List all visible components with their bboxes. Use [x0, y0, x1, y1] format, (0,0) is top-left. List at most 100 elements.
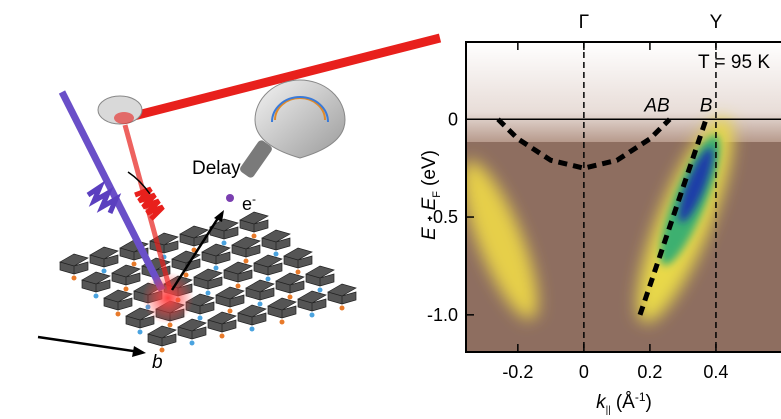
octahedron: [223, 261, 253, 283]
octahedron: [297, 290, 327, 312]
octahedron: [103, 289, 133, 311]
y-tick-label: -0.5: [427, 207, 458, 227]
pump-pulse: [134, 186, 165, 221]
atom: [93, 293, 99, 299]
x-label-sub: ||: [606, 405, 611, 416]
delay-label: Delay: [192, 158, 241, 179]
atom: [287, 294, 293, 300]
atom: [71, 275, 77, 281]
dashed-curve: [637, 118, 709, 316]
analyzer: [254, 79, 346, 159]
y-tick-label: 0: [448, 109, 458, 129]
octahedron: [283, 247, 313, 269]
electron-charge: -: [252, 192, 256, 206]
atom: [295, 269, 301, 275]
octahedron: [215, 286, 245, 308]
atom: [219, 333, 225, 339]
atom: [257, 301, 263, 307]
atom: [243, 258, 249, 264]
octahedron: [245, 279, 275, 301]
atom: [115, 311, 121, 317]
atom: [317, 287, 323, 293]
pump-beam: [116, 33, 442, 125]
atom: [279, 319, 285, 325]
x-label-unit: (Å: [616, 392, 635, 413]
mirror-spot: [114, 112, 134, 124]
analyzer-path: [274, 97, 326, 121]
atom: [205, 290, 211, 296]
x-tick-label: 0.2: [637, 362, 662, 382]
excitation-spot: [142, 272, 194, 324]
atom: [123, 286, 129, 292]
heatmap: [466, 42, 781, 352]
atom: [339, 305, 345, 311]
octahedron: [267, 297, 297, 319]
atom: [131, 261, 137, 267]
atom: [265, 276, 271, 282]
octahedron: [239, 211, 269, 233]
atom: [191, 247, 197, 253]
octahedron: [261, 229, 291, 251]
b-axis: [37, 335, 141, 354]
octahedron: [207, 311, 237, 333]
schematic: Delay e- b: [37, 33, 442, 373]
octahedron: [59, 253, 89, 275]
analyzer-path: [271, 96, 329, 123]
octahedron: [201, 243, 231, 265]
electron: [226, 194, 234, 202]
atom: [213, 265, 219, 271]
probe-beam: [58, 90, 166, 292]
octahedron: [305, 265, 335, 287]
octahedron: [237, 304, 267, 326]
atom: [251, 233, 257, 239]
x-label-symbol: k: [596, 392, 607, 413]
atom: [221, 240, 227, 246]
electron-label: e-: [242, 192, 256, 214]
y-axis-label: E - EF (eV): [419, 150, 443, 240]
octahedron: [177, 318, 207, 340]
octahedron: [81, 271, 111, 293]
x-tick-label: -0.2: [502, 362, 533, 382]
octahedron: [89, 246, 119, 268]
atom: [137, 329, 143, 335]
atom: [183, 272, 189, 278]
x-tick-label: 0: [579, 362, 589, 382]
lens: [240, 140, 272, 178]
y-label-sub: F: [431, 191, 443, 198]
x-axis-label: k|| (Å-1): [596, 390, 652, 416]
delay-arrow: [127, 171, 151, 195]
x-label-sup: -1: [635, 390, 646, 404]
band-left: [466, 160, 538, 320]
atom: [197, 315, 203, 321]
octahedron: [275, 272, 305, 294]
atom: [249, 326, 255, 332]
octahedron: [111, 264, 141, 286]
atom: [101, 268, 107, 274]
octahedron: [231, 236, 261, 258]
temperature-label: T = 95 K: [698, 52, 770, 73]
band-peak: [678, 147, 714, 223]
curve-label: AB: [643, 95, 670, 116]
atom: [273, 251, 279, 257]
plot-frame: [465, 41, 781, 353]
y-label-symbol: E - E: [419, 197, 440, 240]
top-tick-label: Γ: [579, 12, 589, 33]
atom: [227, 308, 233, 314]
atom: [159, 347, 165, 353]
chart-layer: -0.2 0 0.2 0.4 -1.0 -0.5 0 Γ Y AB B: [427, 12, 781, 382]
octahedron: [253, 254, 283, 276]
octahedron: [327, 283, 357, 305]
atom: [309, 312, 315, 318]
atom: [235, 283, 241, 289]
b-label: b: [152, 352, 163, 373]
octahedron: [193, 268, 223, 290]
octahedron: [179, 225, 209, 247]
y-label-unit: (eV): [419, 150, 440, 186]
top-tick-label: Y: [710, 12, 723, 33]
octahedron: [209, 218, 239, 240]
emission-arrow: [170, 214, 222, 291]
octahedron: [147, 325, 177, 347]
curve-label: B: [700, 95, 713, 116]
arrowhead: [132, 346, 146, 357]
